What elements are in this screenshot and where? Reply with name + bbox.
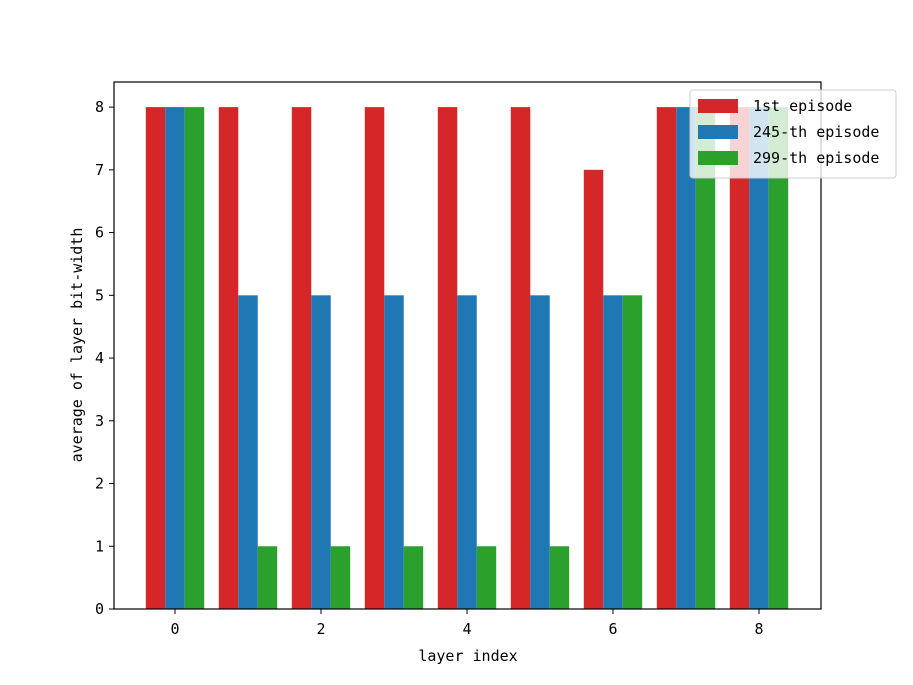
y-tick-label: 2	[95, 475, 104, 493]
legend-label-2: 245-th episode	[753, 123, 879, 141]
bar-series-2-layer-2	[311, 295, 331, 609]
bar-series-2-layer-7	[676, 107, 696, 609]
bars-group	[145, 107, 789, 609]
legend-swatch-1	[698, 99, 738, 113]
y-axis-label: average of layer bit-width	[68, 228, 86, 463]
x-axis-label: layer index	[418, 647, 517, 665]
x-tick-label: 0	[170, 620, 179, 638]
y-tick-label: 6	[95, 224, 104, 242]
x-tick-label: 2	[316, 620, 325, 638]
bar-series-3-layer-0	[184, 107, 205, 609]
bar-series-2-layer-6	[603, 295, 623, 609]
bar-series-3-layer-7	[695, 107, 716, 609]
bar-series-3-layer-6	[622, 295, 643, 609]
bar-series-3-layer-2	[330, 546, 351, 609]
bar-series-1-layer-3	[364, 107, 385, 609]
y-tick-label: 5	[95, 286, 104, 304]
bar-series-1-layer-8	[729, 107, 750, 609]
y-tick-label: 0	[95, 600, 104, 618]
legend-label-3: 299-th episode	[753, 149, 879, 167]
bar-series-1-layer-0	[145, 107, 166, 609]
x-axis-ticks: 0 2 4 6 8	[170, 609, 764, 638]
bar-series-1-layer-4	[437, 107, 458, 609]
x-tick-label: 8	[754, 620, 763, 638]
bar-series-3-layer-5	[549, 546, 570, 609]
bar-series-3-layer-4	[476, 546, 497, 609]
y-tick-label: 7	[95, 161, 104, 179]
bar-series-1-layer-2	[291, 107, 312, 609]
bar-series-2-layer-4	[457, 295, 477, 609]
bar-series-1-layer-1	[218, 107, 239, 609]
y-tick-label: 3	[95, 412, 104, 430]
x-tick-label: 6	[608, 620, 617, 638]
y-axis-ticks: 0 1 2 3 4 5 6 7 8	[95, 98, 114, 618]
bar-series-2-layer-8	[749, 107, 769, 609]
bar-series-3-layer-1	[257, 546, 278, 609]
y-tick-label: 8	[95, 98, 104, 116]
legend-label-1: 1st episode	[753, 97, 852, 115]
bar-series-1-layer-6	[583, 169, 604, 609]
y-tick-label: 1	[95, 537, 104, 555]
bar-series-3-layer-3	[403, 546, 424, 609]
bar-series-2-layer-3	[384, 295, 404, 609]
bar-series-1-layer-5	[510, 107, 531, 609]
bar-series-2-layer-1	[238, 295, 258, 609]
legend: 1st episode 245-th episode 299-th episode	[689, 89, 897, 179]
bar-series-1-layer-7	[656, 107, 677, 609]
x-tick-label: 4	[462, 620, 471, 638]
legend-swatch-2	[698, 125, 738, 139]
bar-series-3-layer-8	[768, 107, 789, 609]
legend-swatch-3	[698, 151, 738, 165]
bar-series-2-layer-5	[530, 295, 550, 609]
y-tick-label: 4	[95, 349, 104, 367]
legend-box	[689, 89, 897, 179]
bar-series-2-layer-0	[165, 107, 185, 609]
